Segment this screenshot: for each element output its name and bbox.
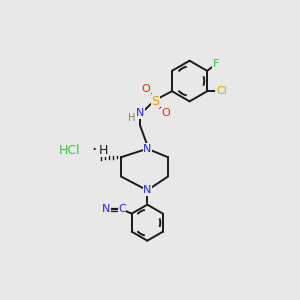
Text: S: S	[152, 94, 160, 108]
Text: H: H	[99, 144, 108, 157]
Text: H: H	[128, 113, 136, 123]
Text: N: N	[143, 185, 152, 195]
Text: O: O	[142, 84, 150, 94]
Text: N: N	[102, 205, 111, 214]
Text: N: N	[136, 108, 144, 118]
Text: O: O	[161, 108, 170, 118]
Text: Cl: Cl	[216, 86, 227, 96]
Text: N: N	[143, 144, 152, 154]
Text: F: F	[213, 59, 219, 69]
Text: ·: ·	[91, 141, 96, 159]
Text: C: C	[118, 205, 126, 214]
Text: HCl: HCl	[58, 144, 80, 157]
